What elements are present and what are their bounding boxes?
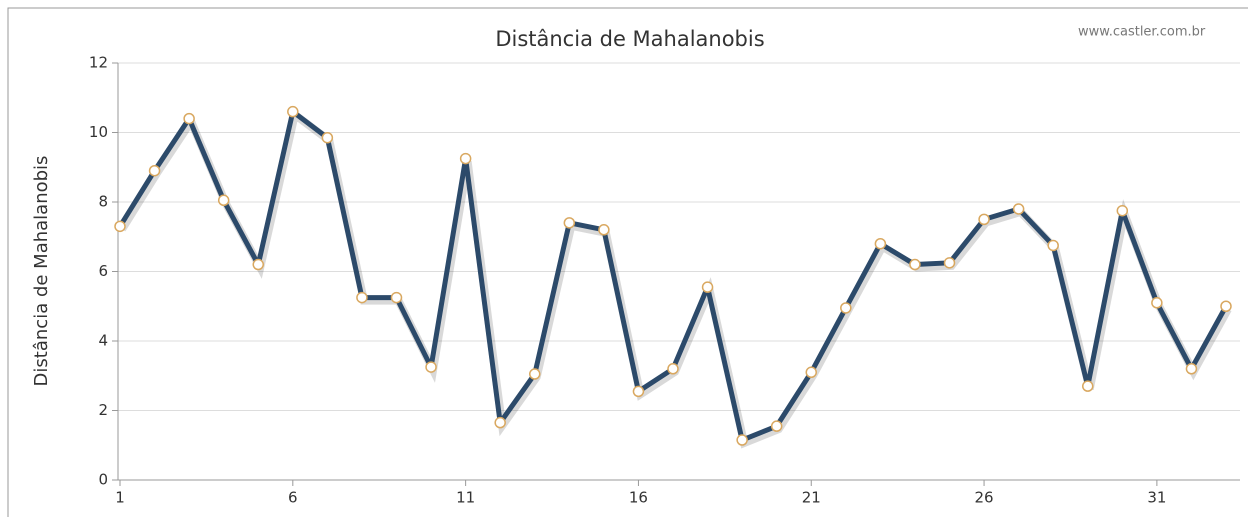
y-tick-label: 4: [98, 332, 108, 350]
point: [529, 368, 541, 380]
point: [114, 220, 126, 233]
point: [909, 258, 921, 271]
x-tick-label: 1: [115, 489, 125, 507]
point: [1116, 204, 1129, 217]
credit: www.castler.com.br: [1078, 25, 1206, 40]
frame: [7, 7, 1248, 521]
point: [598, 224, 610, 236]
point: [805, 366, 817, 379]
point: [148, 164, 161, 177]
x-tick-label: 16: [629, 489, 648, 507]
point: [840, 302, 852, 314]
point: [459, 152, 472, 165]
x-tick-label: 26: [975, 489, 994, 507]
point: [356, 291, 368, 304]
point: [494, 416, 506, 429]
point: [1047, 239, 1059, 252]
point: [1012, 203, 1025, 215]
y-tick-label: 12: [89, 54, 108, 72]
point: [1185, 363, 1198, 375]
point: [425, 361, 437, 373]
point: [736, 434, 748, 446]
point: [217, 194, 230, 207]
point: [943, 257, 956, 269]
point: [667, 363, 679, 375]
point: [563, 217, 576, 229]
y-tick-label: 2: [98, 401, 108, 419]
point: [287, 105, 299, 118]
chart-title: Distância de Mahalanobis: [495, 27, 764, 51]
point: [321, 131, 334, 144]
y-tick-label: 0: [98, 471, 108, 489]
x-tick-label: 6: [288, 489, 298, 507]
point: [1151, 297, 1163, 309]
x-tick-label: 21: [802, 489, 821, 507]
point: [1082, 380, 1094, 392]
point: [390, 291, 403, 304]
point: [1220, 300, 1232, 312]
x-tick-label: 31: [1147, 489, 1166, 507]
point: [183, 112, 195, 125]
y-axis-label: Distância de Mahalanobis: [31, 156, 52, 387]
point: [978, 213, 990, 226]
point: [632, 385, 645, 398]
point: [874, 237, 887, 250]
point: [252, 258, 264, 271]
point: [701, 281, 714, 293]
x-tick-label: 11: [456, 489, 475, 507]
y-tick-label: 10: [89, 123, 108, 141]
y-tick-label: 6: [98, 262, 108, 280]
y-tick-label: 8: [98, 193, 108, 211]
point: [770, 420, 783, 432]
